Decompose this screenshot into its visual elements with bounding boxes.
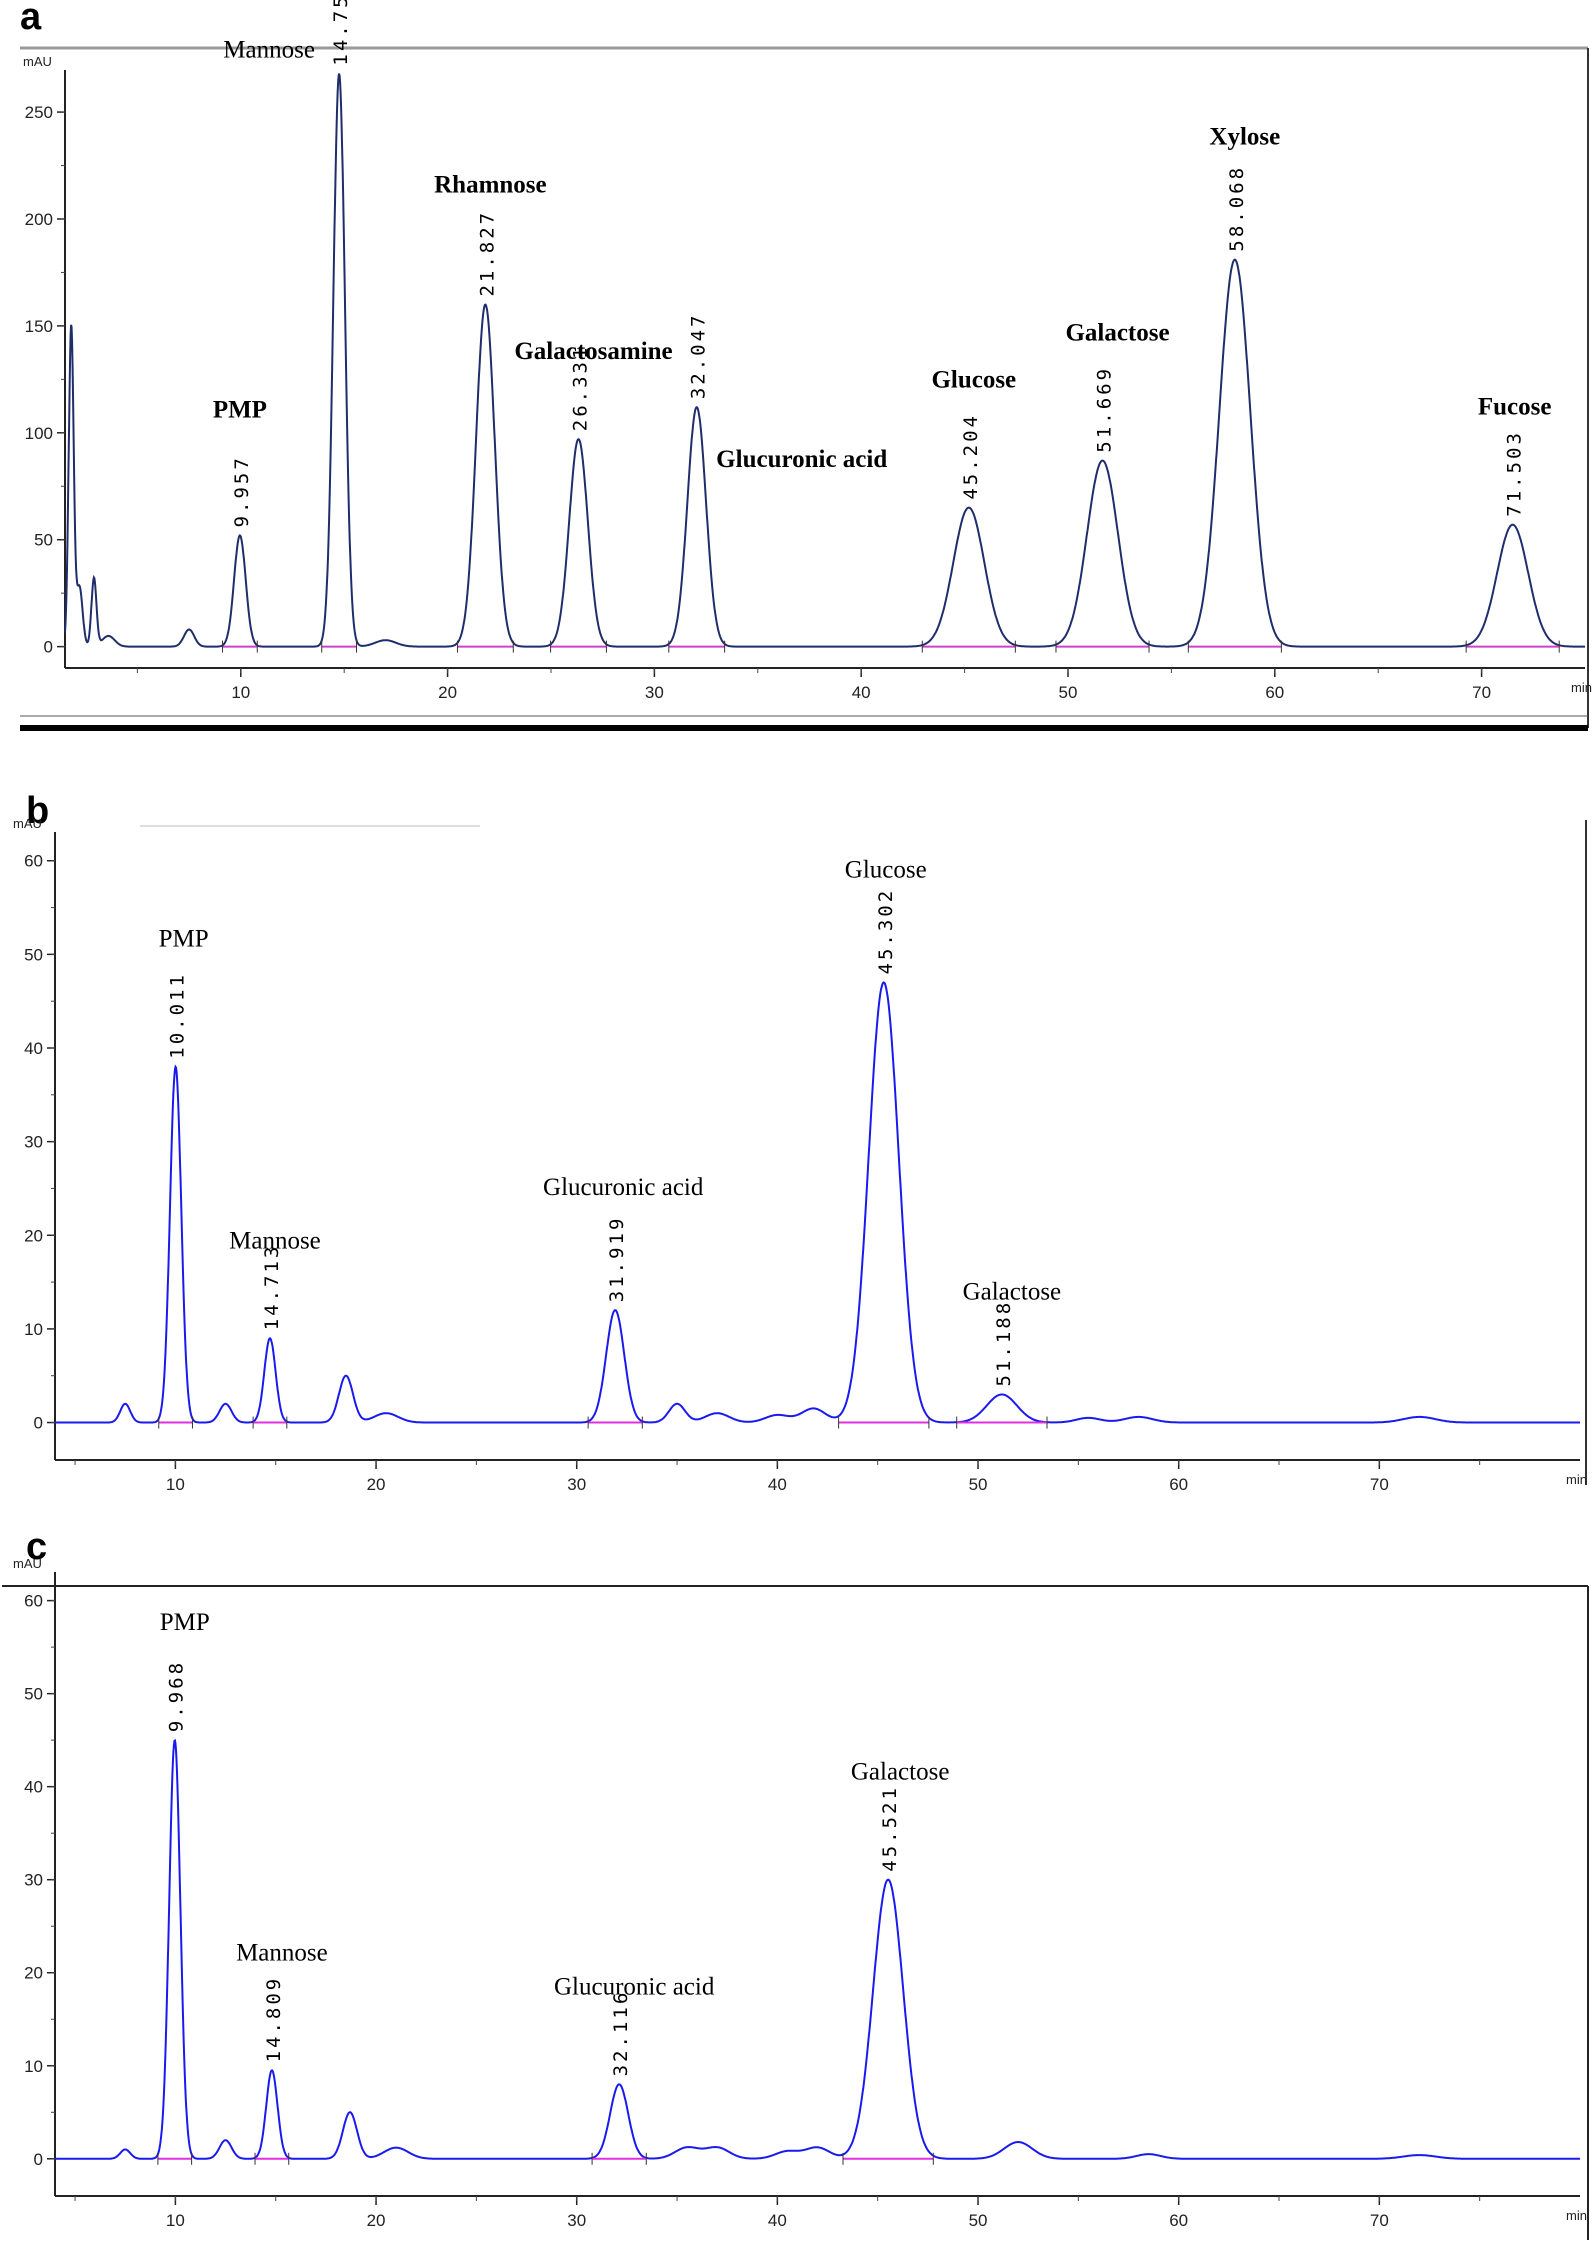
- x-tick-label: 10: [166, 1475, 185, 1494]
- peak-retention-time: 71.503: [1504, 430, 1526, 517]
- peak-label: Glucuronic acid: [543, 1174, 704, 1201]
- y-tick-label: 10: [24, 1320, 43, 1339]
- x-tick-label: 20: [367, 2211, 386, 2230]
- y-tick-label: 60: [24, 852, 43, 871]
- y-tick-label: 0: [34, 2150, 43, 2169]
- peak-label: Mannose: [236, 1939, 328, 1966]
- signal-trace-b: [55, 981, 1580, 1424]
- peak-label: Galactose: [1065, 320, 1169, 347]
- signal-trace-c: [55, 1739, 1580, 2160]
- peak-retention-time: 14.713: [261, 1244, 283, 1331]
- y-tick-label: 0: [34, 1414, 43, 1433]
- peak-retention-time: 9.957: [231, 455, 253, 527]
- x-tick-label: 70: [1370, 1475, 1389, 1494]
- x-axis-unit-c: min: [1566, 2208, 1587, 2223]
- x-tick-label: 20: [438, 683, 457, 702]
- x-tick-label: 50: [969, 1475, 988, 1494]
- peak-label: Glucuronic acid: [716, 446, 887, 473]
- y-axis-unit-a: mAU: [23, 54, 52, 69]
- y-tick-label: 40: [24, 1778, 43, 1797]
- y-tick-label: 50: [24, 945, 43, 964]
- x-tick-label: 40: [768, 1475, 787, 1494]
- peak-label: Fucose: [1478, 394, 1552, 421]
- peak-retention-time: 31.919: [606, 1216, 628, 1303]
- x-tick-label: 30: [645, 683, 664, 702]
- panel-c: c mAU min 0 10 20 30 40 50 60 10 20 30 40 50 60 70 9.968…: [0, 1520, 1592, 2244]
- y-tick-label: 30: [24, 1133, 43, 1152]
- x-tick-label: 50: [969, 2211, 988, 2230]
- peak-retention-time: 32.047: [688, 313, 710, 400]
- panel-letter-c: c: [26, 1526, 48, 1568]
- peak-label: PMP: [159, 926, 209, 953]
- peak-label: Rhamnose: [434, 172, 547, 199]
- y-tick-label: 20: [24, 1964, 43, 1983]
- y-tick-label: 10: [24, 2057, 43, 2076]
- peak-label: Glucose: [931, 367, 1016, 394]
- y-tick-label: 40: [24, 1039, 43, 1058]
- peak-retention-time: 58.068: [1226, 165, 1248, 252]
- y-tick-label: 60: [24, 1592, 43, 1611]
- y-axis-unit-b: mAU: [13, 816, 42, 831]
- x-tick-label: 20: [367, 1475, 386, 1494]
- y-tick-label: 20: [24, 1226, 43, 1245]
- panel-b: b mAU min 0 10 20 30 40 50 60 10 20 30 40 50 60 70 10.01…: [0, 780, 1592, 1500]
- y-tick-label: 50: [34, 531, 53, 550]
- peak-label: Glucuronic acid: [554, 1973, 715, 2000]
- peak-label: Glucose: [845, 856, 927, 883]
- plot-area-a: mAU min 0 50 100 150 200 250 10 20 30 40 50 60 70 9.957…: [23, 0, 1592, 702]
- peak-label: Mannose: [229, 1227, 321, 1254]
- y-tick-label: 150: [25, 317, 53, 336]
- x-tick-label: 70: [1472, 683, 1491, 702]
- y-tick-label: 50: [24, 1685, 43, 1704]
- peak-label: Galactosamine: [514, 338, 672, 365]
- peak-retention-time: 51.669: [1094, 366, 1116, 453]
- peak-retention-time: 32.116: [610, 1990, 632, 2077]
- panel-a: a mAU min 0 50 100 150 200 250 10 20 30 40 50 60 70 9.9…: [0, 0, 1592, 740]
- peak-retention-time: 26.331: [570, 345, 592, 432]
- y-tick-label: 30: [24, 1871, 43, 1890]
- x-tick-label: 40: [852, 683, 871, 702]
- x-tick-label: 10: [231, 683, 250, 702]
- chromatogram-b: mAU min 0 10 20 30 40 50 60 10 20 30 40 50 60 70 10.011 P…: [13, 816, 1587, 1494]
- peak-label: PMP: [213, 396, 267, 423]
- y-tick-label: 100: [25, 424, 53, 443]
- x-tick-label: 30: [567, 2211, 586, 2230]
- signal-trace-a: [64, 73, 1585, 648]
- peak-label: Xylose: [1209, 124, 1280, 151]
- peak-label: Mannose: [223, 37, 315, 64]
- x-tick-label: 70: [1370, 2211, 1389, 2230]
- x-tick-label: 40: [768, 2211, 787, 2230]
- y-tick-label: 200: [25, 210, 53, 229]
- peak-retention-time: 45.302: [875, 888, 897, 975]
- peak-label: Galactose: [963, 1278, 1062, 1305]
- peak-label: Galactose: [851, 1759, 950, 1786]
- plot-area-c: mAU min 0 10 20 30 40 50 60 10 20 30 40 50 60 70 9.968 PM…: [13, 1556, 1587, 2230]
- x-tick-label: 10: [166, 2211, 185, 2230]
- chromatogram-c: mAU min 0 10 20 30 40 50 60 10 20 30 40 50 60 70 9.968 PM…: [2, 1556, 1589, 2240]
- x-axis-unit-b: min: [1566, 1472, 1587, 1487]
- peak-label: PMP: [160, 1609, 210, 1636]
- peak-retention-time: 45.521: [879, 1785, 901, 1872]
- peak-retention-time: 9.968: [166, 1660, 188, 1732]
- x-axis-unit-a: min: [1571, 680, 1592, 695]
- peak-retention-time: 21.827: [476, 210, 498, 297]
- y-tick-label: 250: [25, 103, 53, 122]
- peak-retention-time: 10.011: [167, 972, 189, 1059]
- panel-letter-b: b: [26, 790, 50, 832]
- peak-retention-time: 45.204: [960, 413, 982, 500]
- chromatogram-a: mAU min 0 50 100 150 200 250 10 20 30 40 50 60 70 9.957…: [20, 0, 1592, 731]
- peak-retention-time: 14.809: [263, 1976, 285, 2063]
- panel-letter-a: a: [20, 0, 42, 38]
- y-axis-unit-c: mAU: [13, 1556, 42, 1571]
- x-tick-label: 30: [567, 1475, 586, 1494]
- peak-retention-time: 14.755: [330, 0, 352, 66]
- peak-retention-time: 51.188: [993, 1300, 1015, 1387]
- x-tick-label: 60: [1265, 683, 1284, 702]
- y-tick-label: 0: [44, 638, 53, 657]
- x-tick-label: 60: [1169, 2211, 1188, 2230]
- x-tick-label: 50: [1059, 683, 1078, 702]
- x-tick-label: 60: [1169, 1475, 1188, 1494]
- plot-area-b: mAU min 0 10 20 30 40 50 60 10 20 30 40 50 60 70 10.011 P…: [13, 816, 1587, 1494]
